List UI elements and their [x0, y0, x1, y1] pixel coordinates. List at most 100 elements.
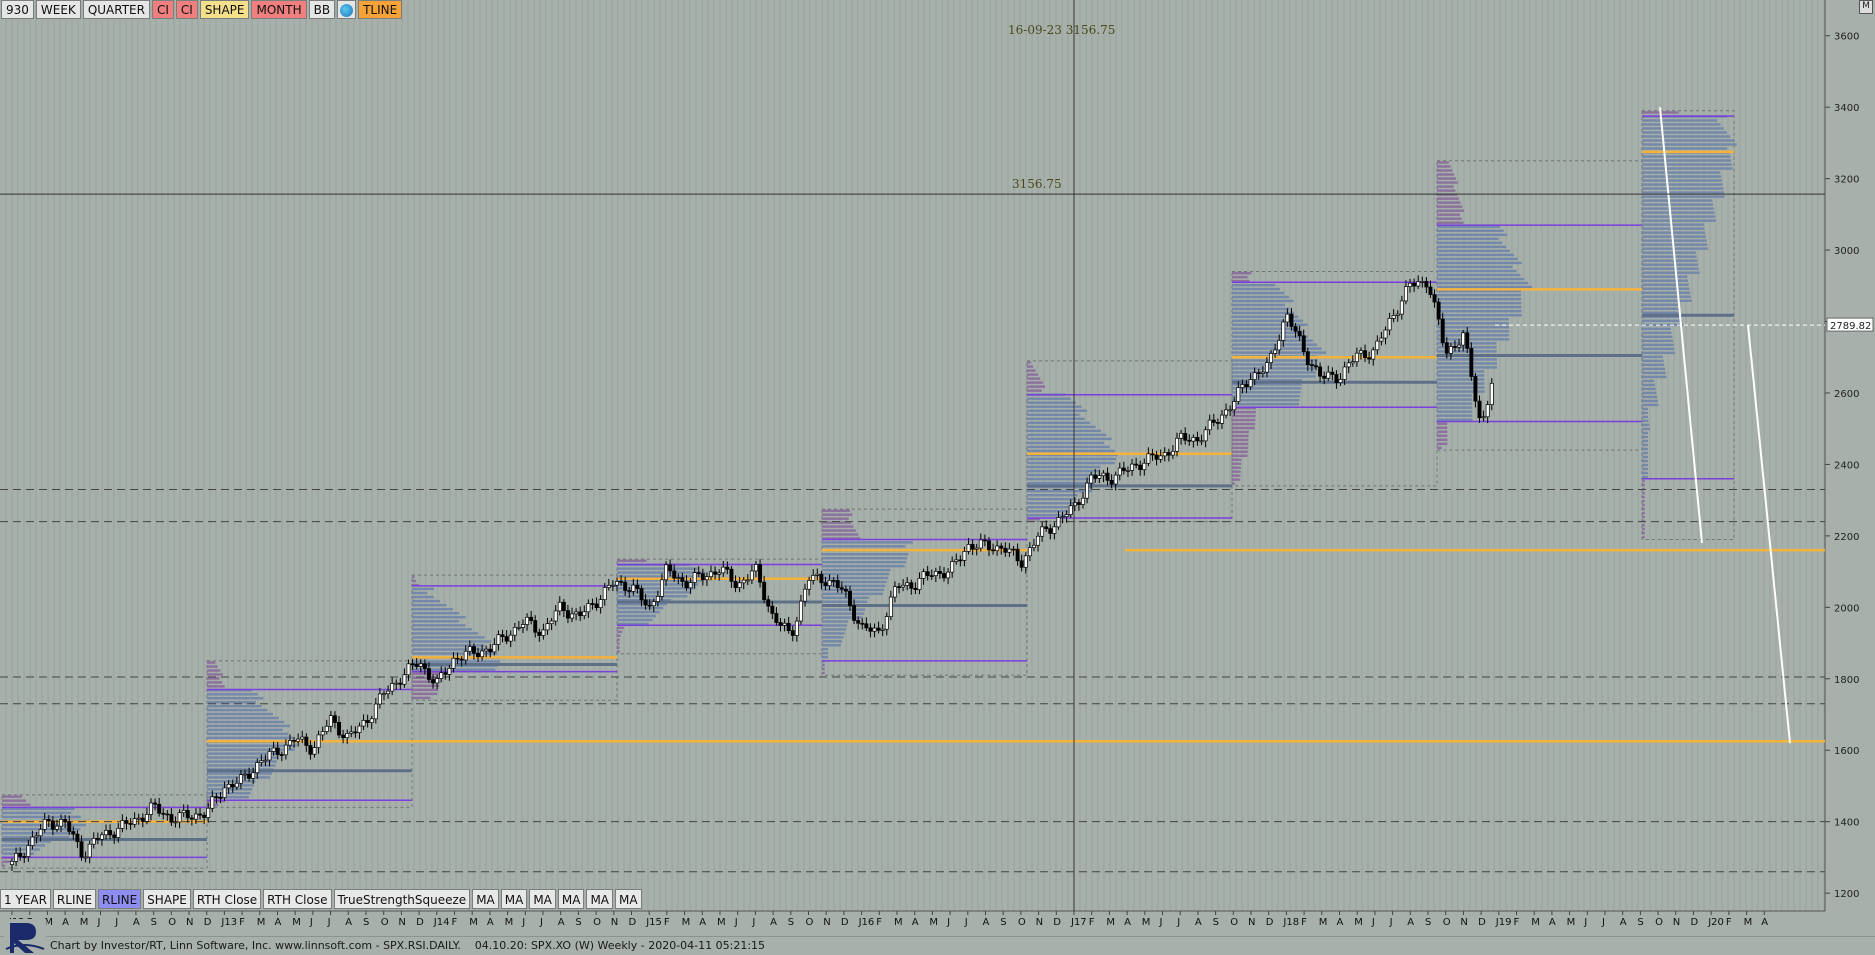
- indicator-button-ma[interactable]: MA: [472, 889, 499, 909]
- profile-bar: [1437, 221, 1464, 224]
- x-tick-label: N: [611, 917, 618, 928]
- indicator-button-1-year[interactable]: 1 YEAR: [0, 889, 51, 909]
- candle: [553, 610, 558, 622]
- candle: [1281, 321, 1286, 341]
- profile-bar: [1027, 497, 1077, 501]
- candle: [754, 564, 758, 572]
- profile-bar: [1642, 395, 1658, 399]
- toolbar-button-quarter[interactable]: QUARTER: [82, 0, 150, 19]
- x-tick-label: J18: [1282, 917, 1299, 928]
- indicator-button-ma[interactable]: MA: [529, 889, 556, 909]
- indicator-button-rth-close[interactable]: RTH Close: [263, 889, 332, 909]
- profile-bar: [2, 795, 22, 798]
- profile-bar: [2, 815, 81, 819]
- profile-bar: [1642, 219, 1717, 222]
- x-tick-label: M: [257, 917, 266, 928]
- profile-bar: [822, 636, 844, 639]
- profile-bar: [1232, 331, 1304, 334]
- x-tick-label: A: [1407, 917, 1414, 928]
- profile-bar: [1642, 415, 1648, 419]
- candle: [852, 605, 857, 621]
- globe-button[interactable]: [337, 0, 357, 19]
- indicator-button-shape[interactable]: SHAPE: [143, 889, 191, 909]
- x-tick-label: J19: [1495, 917, 1512, 928]
- candle: [1436, 301, 1441, 320]
- toolbar-button-tline[interactable]: TLINE: [358, 0, 403, 19]
- toolbar-button-930[interactable]: 930: [1, 0, 34, 19]
- candle: [1085, 482, 1090, 499]
- profile-bar: [2, 832, 75, 835]
- profile-bar: [822, 663, 825, 667]
- candle: [651, 601, 656, 607]
- profile-bar: [1027, 433, 1107, 437]
- profile-bar: [822, 576, 888, 580]
- x-tick-label: J20: [1707, 917, 1724, 928]
- candle: [843, 588, 848, 592]
- indicator-button-ma[interactable]: MA: [615, 889, 642, 909]
- indicator-button-ma[interactable]: MA: [557, 889, 585, 909]
- candle: [136, 817, 141, 820]
- candle: [349, 731, 354, 734]
- candle: [1440, 318, 1445, 344]
- profile-bar: [1642, 391, 1657, 395]
- profile-bar: [822, 592, 884, 596]
- candle: [578, 611, 583, 616]
- candle: [1093, 474, 1098, 479]
- toolbar-button-month[interactable]: MONTH: [251, 0, 307, 19]
- profile-bar: [1027, 429, 1101, 433]
- profile-bar: [207, 748, 295, 751]
- candle: [455, 657, 460, 660]
- candle: [406, 663, 411, 676]
- y-tick-label: 2000: [1834, 603, 1859, 614]
- x-tick-label: J: [1159, 917, 1163, 928]
- x-tick-label: A: [983, 917, 990, 928]
- corner-button[interactable]: M: [1859, 0, 1873, 14]
- profile-bar: [1027, 409, 1087, 412]
- candle: [1109, 480, 1114, 485]
- profile-bar: [1437, 422, 1448, 425]
- candle: [1285, 313, 1290, 323]
- profile-bar: [1437, 289, 1522, 293]
- toolbar-button-bb[interactable]: BB: [308, 0, 336, 19]
- toolbar-button-ci[interactable]: CI: [175, 0, 198, 19]
- candle: [369, 718, 374, 723]
- profile-bar: [1437, 245, 1507, 249]
- candle: [230, 784, 235, 788]
- candle: [1457, 344, 1462, 348]
- x-tick-label: J13: [220, 917, 237, 928]
- indicator-button-ma[interactable]: MA: [586, 889, 613, 909]
- indicator-button-truestrengthsqueeze[interactable]: TrueStrengthSqueeze: [333, 889, 471, 909]
- indicator-button-ma[interactable]: MA: [500, 889, 528, 909]
- indicator-button-rline[interactable]: RLINE: [52, 889, 97, 909]
- indicator-button-rth-close[interactable]: RTH Close: [192, 889, 262, 909]
- profile-bar: [1642, 131, 1727, 134]
- toolbar-button-week[interactable]: WEEK: [35, 0, 81, 19]
- toolbar-button-ci[interactable]: CI: [151, 0, 174, 19]
- candle: [586, 603, 591, 613]
- profile-bar: [412, 692, 438, 696]
- x-tick-label: A: [487, 917, 494, 928]
- x-tick-label: D: [1478, 917, 1486, 928]
- profile-bar: [1232, 343, 1318, 346]
- candle: [623, 581, 628, 591]
- profile-bar: [822, 525, 854, 528]
- profile-bar: [1437, 418, 1473, 421]
- profile-bar: [1642, 483, 1645, 487]
- x-tick-label: J: [1583, 917, 1587, 928]
- profile-bar: [617, 591, 692, 594]
- indicator-button-rline[interactable]: RLINE: [98, 889, 142, 909]
- profile-bar: [1642, 343, 1674, 347]
- profile-bar: [1232, 402, 1300, 406]
- x-tick-label: J: [114, 917, 118, 928]
- candle: [1224, 409, 1229, 416]
- candle: [549, 620, 554, 625]
- profile-bar: [1437, 326, 1510, 329]
- profile-bar: [822, 537, 861, 540]
- candle: [238, 774, 243, 784]
- x-tick-label: N: [1460, 917, 1467, 928]
- profile-bar: [412, 603, 447, 607]
- x-tick-label: A: [912, 917, 919, 928]
- toolbar-button-shape[interactable]: SHAPE: [199, 0, 250, 19]
- candle: [1428, 286, 1433, 295]
